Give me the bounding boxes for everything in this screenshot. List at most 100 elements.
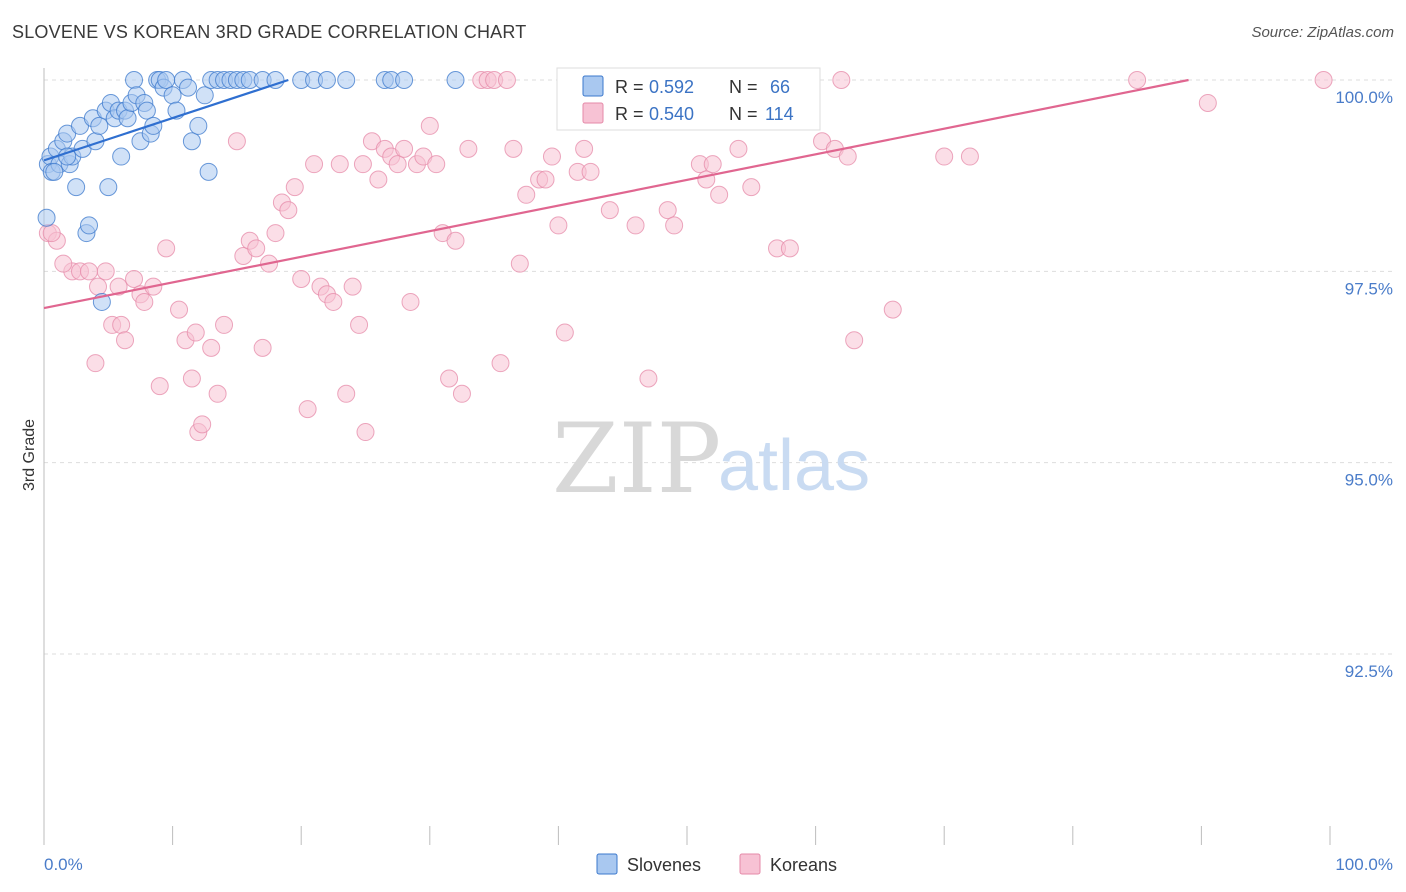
koreans-point xyxy=(193,415,212,434)
koreans-point xyxy=(343,277,362,296)
slovenes-point xyxy=(317,71,336,89)
koreans-point xyxy=(96,262,115,281)
koreans-point xyxy=(452,384,471,403)
slovenes-point xyxy=(125,71,144,89)
series-legend: Slovenes Koreans xyxy=(596,853,837,875)
koreans-point xyxy=(1128,71,1147,89)
legend-n-label-koreans: N = xyxy=(729,104,758,124)
watermark-atlas: atlas xyxy=(718,426,870,506)
koreans-point xyxy=(89,277,108,296)
slovenes-point xyxy=(118,109,137,128)
koreans-point xyxy=(353,155,372,174)
watermark-zip: ZIP xyxy=(552,403,721,515)
koreans-point xyxy=(665,216,684,235)
koreans-point xyxy=(697,170,716,189)
slovenes-point xyxy=(144,116,163,135)
koreans-point xyxy=(536,170,555,189)
slovenes-point xyxy=(80,216,99,235)
koreans-point xyxy=(883,300,902,319)
koreans-point xyxy=(710,185,729,204)
koreans-point xyxy=(80,262,99,281)
axes-layer xyxy=(43,68,1331,845)
koreans-point xyxy=(420,116,439,135)
legend-swatch-koreans xyxy=(582,102,604,124)
slovenes-point xyxy=(112,147,131,166)
koreans-point xyxy=(491,354,510,373)
koreans-point xyxy=(253,338,272,357)
koreans-point xyxy=(350,315,369,334)
koreans-point xyxy=(504,139,523,158)
tick-labels: 100.0% 97.5% 95.0% 92.5% 0.0% 100.0% xyxy=(44,88,1393,874)
koreans-point xyxy=(125,269,144,288)
koreans-point xyxy=(600,201,619,220)
koreans-point xyxy=(780,239,799,258)
bottom-legend-swatch-koreans[interactable] xyxy=(739,853,761,875)
koreans-point xyxy=(135,292,154,311)
slovenes-point xyxy=(157,71,176,89)
koreans-point xyxy=(845,331,864,350)
koreans-point xyxy=(285,178,304,197)
trend-lines xyxy=(43,78,1189,310)
chart-title: SLOVENE VS KOREAN 3RD GRADE CORRELATION … xyxy=(12,22,527,42)
koreans-point xyxy=(330,155,349,174)
legend-r-value-koreans: 0.540 xyxy=(649,104,694,124)
koreans-point xyxy=(388,155,407,174)
koreans-point xyxy=(729,139,748,158)
bottom-legend-label-koreans[interactable]: Koreans xyxy=(770,855,837,875)
koreans-point xyxy=(549,216,568,235)
y-axis-title: 3rd Grade xyxy=(21,419,38,491)
koreans-point xyxy=(575,139,594,158)
koreans-point xyxy=(517,185,536,204)
koreans-point xyxy=(832,71,851,89)
koreans-point xyxy=(112,315,131,334)
watermark: ZIP atlas xyxy=(552,403,870,515)
koreans-point xyxy=(305,155,324,174)
slovenes-point xyxy=(99,178,118,197)
koreans-point xyxy=(170,300,189,319)
koreans-point xyxy=(639,369,658,388)
koreans-point xyxy=(298,400,317,419)
y-tick-label: 100.0% xyxy=(1335,88,1393,107)
koreans-point xyxy=(54,254,73,273)
bottom-legend-label-slovenes[interactable]: Slovenes xyxy=(627,855,701,875)
koreans-point xyxy=(227,132,246,151)
slovenes-point xyxy=(179,78,198,97)
slovenes-point xyxy=(189,116,208,135)
koreans-point xyxy=(510,254,529,273)
slovenes-point xyxy=(199,162,218,181)
koreans-point xyxy=(401,292,420,311)
legend-n-label-slovenes: N = xyxy=(729,77,758,97)
koreans-point xyxy=(703,155,722,174)
koreans-point xyxy=(542,147,561,166)
x-tick-label: 100.0% xyxy=(1335,855,1393,874)
koreans-point xyxy=(742,178,761,197)
slovenes-point xyxy=(45,162,64,181)
koreans-point xyxy=(626,216,645,235)
koreans-point xyxy=(42,224,61,243)
koreans-point xyxy=(935,147,954,166)
source-label: Source: ZipAtlas.com xyxy=(1251,24,1394,41)
bottom-legend-swatch-slovenes[interactable] xyxy=(596,853,618,875)
y-tick-label: 97.5% xyxy=(1345,279,1393,298)
koreans-point xyxy=(337,384,356,403)
x-tick-label: 0.0% xyxy=(44,855,83,874)
legend-r-label-koreans: R = xyxy=(615,104,644,124)
koreans-point xyxy=(182,369,201,388)
slovenes-point xyxy=(337,71,356,89)
legend-swatch-slovenes xyxy=(582,75,604,97)
koreans-point xyxy=(266,224,285,243)
koreans-point xyxy=(279,201,298,220)
koreans-point xyxy=(446,231,465,250)
slovenes-point xyxy=(90,116,109,135)
koreans-point xyxy=(150,377,169,396)
koreans-point xyxy=(581,162,600,181)
koreans-point xyxy=(1198,93,1217,112)
slovenes-point xyxy=(446,71,465,89)
slovenes-point xyxy=(195,86,214,105)
koreans-point xyxy=(555,323,574,342)
koreans-point xyxy=(395,139,414,158)
koreans-point xyxy=(658,201,677,220)
koreans-point xyxy=(497,71,516,89)
koreans-point xyxy=(215,315,234,334)
